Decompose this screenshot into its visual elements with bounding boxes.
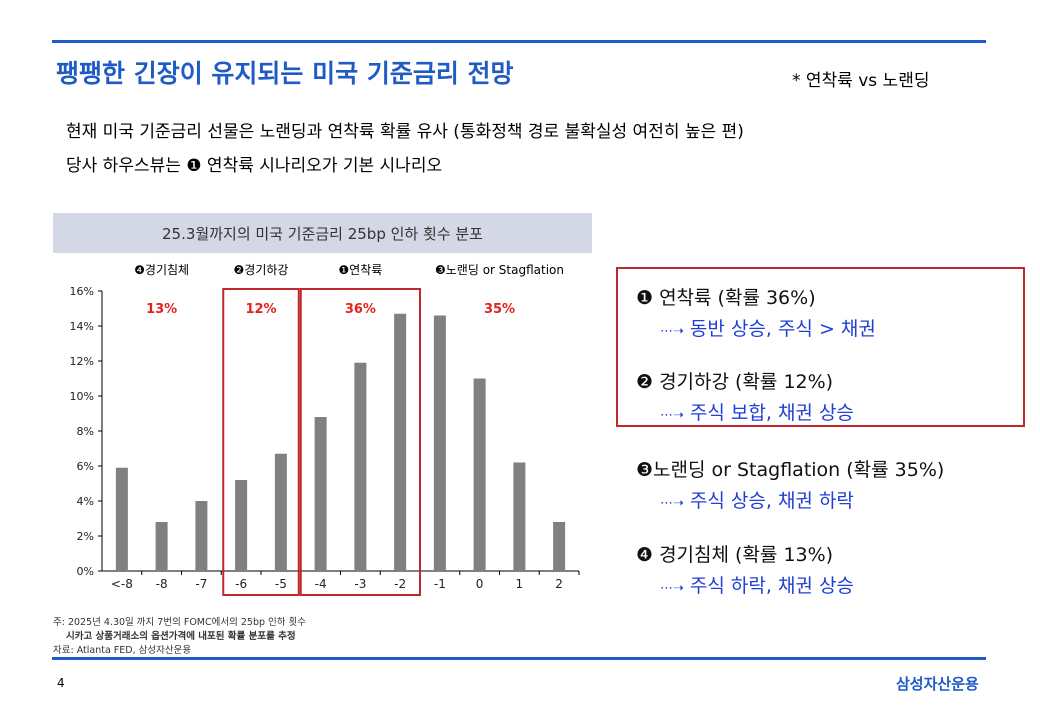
bar-10 — [473, 378, 486, 571]
arrow-icon: ⋯➝ — [660, 324, 684, 339]
y-tick-label: 6% — [77, 460, 94, 473]
x-tick-label: -4 — [315, 577, 327, 591]
group-label-2: ❷경기하강 — [234, 263, 289, 277]
bar-9 — [433, 315, 446, 571]
scenario-2-title: ❷ 경기하강 (확률 12%) — [636, 371, 834, 393]
bar-3 — [195, 501, 208, 571]
page-number: 4 — [57, 676, 65, 690]
group-label-3: ❶연착륙 — [338, 263, 382, 277]
scenario-3: ❸노랜딩 or Stagflation (확률 35%) ⋯➝ 주식 상승, 채권… — [636, 455, 944, 513]
summary-line-1: 현재 미국 기준금리 선물은 노랜딩과 연착륙 확률 유사 (통화정책 경로 불… — [66, 122, 744, 142]
x-tick-label: 1 — [516, 577, 524, 591]
x-tick-label: -6 — [235, 577, 247, 591]
x-tick-label: -1 — [434, 577, 446, 591]
page-title: 팽팽한 긴장이 유지되는 미국 기준금리 전망 — [56, 59, 514, 88]
scenario-1-title: ❶ 연착륙 (확률 36%) — [636, 287, 816, 309]
bar-8 — [394, 313, 407, 571]
rate-cut-distribution-chart: 0% 2% 4% 6% 8% 10% 12% 14% 16% <-8 -8 -7 -6 -5 -4 -3 -2 -… — [70, 263, 580, 596]
summary-line-2: 당사 하우스뷰는 ❶ 연착륙 시나리오가 기본 시나리오 — [66, 156, 443, 176]
bar-1 — [115, 467, 128, 571]
scenario-1-detail: 동반 상승, 주식 > 채권 — [689, 318, 876, 340]
scenario-2: ❷ 경기하강 (확률 12%) ⋯➝ 주식 보합, 채권 상승 — [636, 367, 854, 425]
group-prob-4: 35% — [484, 302, 515, 317]
x-tick-label: 2 — [555, 577, 563, 591]
arrow-icon: ⋯➝ — [660, 496, 684, 511]
group-label-1: ❹경기침체 — [134, 263, 189, 277]
scenario-4-detail: 주식 하락, 채권 상승 — [689, 575, 854, 597]
bar-5 — [274, 453, 287, 571]
footnote-2: 시카고 상품거래소의 옵션가격에 내포된 확률 분포를 추정 — [66, 631, 296, 642]
bar-11 — [513, 462, 526, 571]
bar-4 — [235, 480, 248, 571]
x-tick-label: -3 — [354, 577, 366, 591]
group-label-4: ❸노랜딩 or Stagflation — [435, 263, 564, 277]
x-tick-label: -7 — [195, 577, 207, 591]
bottom-rule — [52, 657, 986, 660]
scenario-4-title: ❹ 경기침체 (확률 13%) — [636, 544, 834, 566]
group-prob-2: 12% — [245, 302, 276, 317]
group-prob-1: 13% — [146, 302, 177, 317]
base-scenario-highlight-box — [616, 267, 1025, 427]
y-tick-label: 14% — [70, 320, 94, 333]
footnote-1: 주: 2025년 4.30일 까지 7번의 FOMC에서의 25bp 인하 횟수 — [53, 617, 307, 628]
y-tick-label: 2% — [77, 530, 94, 543]
bar-2 — [155, 522, 168, 571]
bar-12 — [553, 522, 566, 571]
group-prob-3: 36% — [345, 302, 376, 317]
scenario-1: ❶ 연착륙 (확률 36%) ⋯➝ 동반 상승, 주식 > 채권 — [636, 283, 876, 341]
y-tick-label: 16% — [70, 285, 94, 298]
x-tick-label: -5 — [275, 577, 287, 591]
brand-logo-text: 삼성자산운용 — [896, 675, 979, 693]
scenario-4: ❹ 경기침체 (확률 13%) ⋯➝ 주식 하락, 채권 상승 — [636, 540, 854, 598]
footnote-source: 자료: Atlanta FED, 삼성자산운용 — [53, 645, 192, 656]
title-note: * 연착륙 vs 노랜딩 — [792, 71, 930, 91]
bar-6 — [314, 417, 327, 571]
y-tick-label: 12% — [70, 355, 94, 368]
arrow-icon: ⋯➝ — [660, 408, 684, 423]
scenario-3-detail: 주식 상승, 채권 하락 — [689, 490, 854, 512]
arrow-icon: ⋯➝ — [660, 581, 684, 596]
y-tick-label: 4% — [77, 495, 94, 508]
scenario-2-detail: 주식 보합, 채권 상승 — [689, 402, 854, 424]
y-tick-label: 8% — [77, 425, 94, 438]
bar-7 — [354, 362, 367, 571]
chart-header: 25.3월까지의 미국 기준금리 25bp 인하 횟수 분포 — [53, 213, 592, 253]
scenario-3-title: ❸노랜딩 or Stagflation (확률 35%) — [636, 459, 945, 481]
highlight-box-gyeonggi-hagang — [222, 288, 300, 596]
highlight-box-yeonchangnyuk — [299, 288, 421, 596]
top-rule — [52, 40, 986, 43]
y-tick-label: 10% — [70, 390, 94, 403]
x-tick-label: -8 — [156, 577, 168, 591]
x-tick-label: -2 — [394, 577, 406, 591]
y-tick-label: 0% — [77, 565, 94, 578]
x-tick-label: <-8 — [111, 577, 133, 591]
x-tick-label: 0 — [476, 577, 484, 591]
